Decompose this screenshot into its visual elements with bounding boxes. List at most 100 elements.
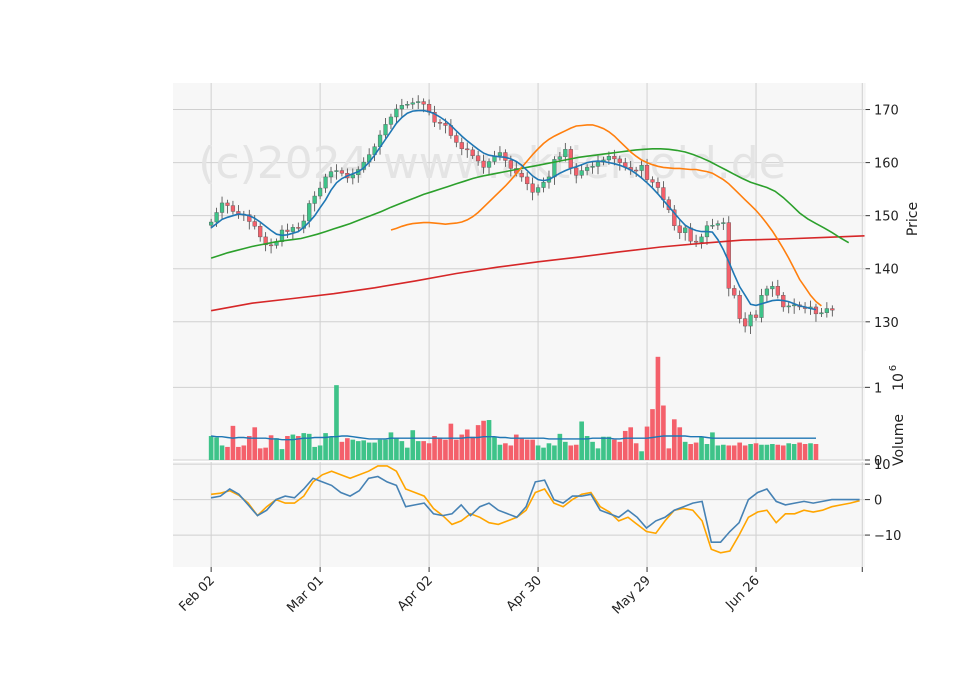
- candle-up: [759, 295, 764, 318]
- candle-down: [296, 227, 301, 229]
- candle-down: [454, 135, 459, 143]
- volume-bar-down: [802, 444, 808, 460]
- price-panel-bg: [173, 83, 865, 351]
- volume-bar-down: [612, 439, 617, 460]
- candle-up: [323, 176, 328, 189]
- candle-up: [399, 105, 404, 110]
- candle-up: [606, 156, 612, 161]
- volume-bar-up: [394, 438, 399, 460]
- candle-up: [405, 104, 410, 106]
- volume-bar-up: [388, 432, 394, 460]
- volume-bar-up: [274, 438, 279, 460]
- candle-down: [263, 236, 268, 246]
- volume-bar-down: [513, 434, 519, 460]
- volume-bar-up: [208, 436, 214, 460]
- volume-bar-down: [633, 443, 639, 460]
- volume-bar-up: [546, 443, 552, 460]
- candle-down: [574, 167, 579, 176]
- candle-up: [585, 167, 590, 171]
- candle-down: [612, 156, 617, 160]
- candle-down: [268, 244, 274, 247]
- volume-bar-down: [345, 438, 350, 460]
- volume-bar-up: [748, 444, 753, 460]
- candle-up: [416, 101, 421, 103]
- candle-down: [655, 182, 661, 188]
- volume-bar-down: [263, 447, 268, 460]
- candle-up: [819, 312, 824, 315]
- volume-bar-down: [530, 439, 535, 460]
- candle-up: [307, 203, 312, 222]
- candle-up: [486, 161, 492, 168]
- volume-bar-down: [622, 430, 628, 460]
- volume-bar-up: [323, 433, 328, 460]
- candle-down: [519, 173, 524, 178]
- candle-down: [634, 169, 639, 172]
- volume-bar-up: [279, 449, 285, 460]
- volume-bar-down: [448, 423, 454, 460]
- volume-bar-down: [677, 427, 683, 460]
- candle-up: [764, 288, 770, 296]
- candle-down: [339, 170, 345, 174]
- volume-bar-down: [813, 444, 819, 460]
- volume-bar-down: [731, 445, 737, 460]
- candle-up: [595, 161, 601, 167]
- candle-up: [557, 156, 562, 160]
- sma-200-line: [210, 235, 866, 312]
- volume-bar-up: [383, 439, 388, 460]
- candle-up: [786, 305, 791, 308]
- volume-bar-up: [492, 436, 497, 460]
- volume-bar-up: [219, 445, 225, 460]
- candle-up: [563, 149, 568, 157]
- volume-bar-up: [557, 433, 563, 460]
- volume-bar-up: [361, 440, 367, 460]
- volume-ma-line: [211, 435, 816, 441]
- candle-down: [530, 183, 535, 193]
- volume-bar-down: [339, 441, 345, 460]
- volume-bar-down: [617, 441, 623, 460]
- candle-up: [312, 195, 317, 204]
- volume-bar-up: [410, 430, 416, 460]
- volume-axis-exp-base: 10: [891, 373, 907, 391]
- volume-bar-up: [328, 436, 334, 460]
- candle-down: [230, 205, 236, 212]
- x-tick-label: Jun 26: [723, 573, 763, 613]
- volume-bar-up: [764, 444, 770, 460]
- candle-up: [699, 236, 704, 243]
- volume-bar-down: [726, 445, 732, 460]
- macd-line: [210, 475, 860, 544]
- volume-series: [208, 356, 819, 460]
- candle-down: [459, 142, 464, 150]
- volume-bar-up: [590, 441, 595, 460]
- volume-bar-down: [688, 444, 693, 460]
- candle-up: [318, 187, 323, 197]
- volume-tick-label: 0: [874, 454, 882, 469]
- x-tick-label: Apr 02: [395, 573, 436, 614]
- volume-bar-up: [759, 444, 764, 460]
- candle-down: [813, 306, 819, 315]
- candle-down: [252, 221, 257, 227]
- volume-bar-down: [666, 448, 672, 460]
- volume-bar-up: [301, 433, 307, 460]
- candle-down: [672, 209, 677, 226]
- candle-down: [677, 225, 682, 233]
- volume-bar-up: [290, 434, 296, 460]
- volume-bar-up: [639, 451, 644, 460]
- volume-bar-up: [606, 436, 612, 460]
- volume-bar-up: [584, 436, 590, 460]
- candle-down: [247, 214, 252, 222]
- candle-up: [383, 124, 388, 136]
- candle-up: [824, 308, 829, 313]
- volume-bar-up: [721, 444, 726, 460]
- volume-bar-up: [317, 445, 323, 460]
- candle-up: [535, 187, 541, 193]
- volume-bar-up: [497, 444, 503, 460]
- volume-bar-down: [508, 445, 514, 460]
- x-tick-label: Apr 30: [504, 573, 545, 614]
- candle-up: [639, 165, 644, 171]
- volume-tick-label: 1: [874, 381, 882, 396]
- volume-bar-up: [595, 448, 601, 460]
- volume-bar-down: [285, 436, 290, 460]
- volume-bar-up: [552, 445, 557, 460]
- candle-up: [209, 221, 214, 226]
- signal-line: [211, 465, 860, 554]
